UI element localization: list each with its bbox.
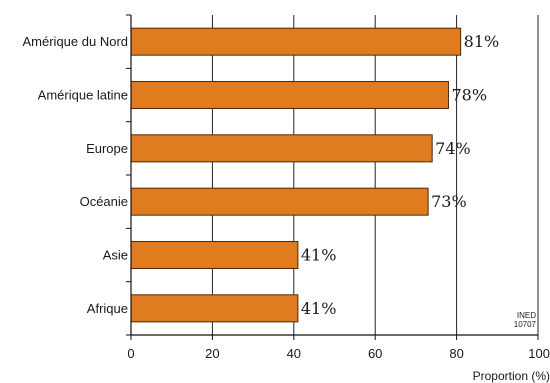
bar	[130, 27, 462, 56]
bars	[130, 27, 462, 323]
x-tick-label: 0	[127, 346, 134, 361]
value-label: 78%	[451, 86, 487, 105]
value-labels: 81% 78% 74% 73% 41% 41%	[301, 32, 499, 318]
x-tick-label: 60	[368, 346, 382, 361]
gridlines	[211, 15, 539, 335]
bar	[130, 81, 449, 109]
x-tick-label: 20	[205, 346, 219, 361]
bar	[130, 241, 299, 269]
x-tick-label: 100	[528, 346, 550, 361]
value-label: 41%	[301, 299, 337, 318]
category-label: Asie	[103, 248, 128, 263]
source-note-line1: INED	[517, 311, 536, 320]
x-tick-labels: 0 20 40 60 80 100	[127, 346, 550, 361]
category-label: Afrique	[87, 301, 128, 316]
category-label: Amérique du Nord	[23, 34, 129, 49]
value-label: 73%	[431, 192, 467, 211]
category-label: Océanie	[80, 194, 128, 209]
x-tick-label: 80	[449, 346, 463, 361]
value-label: 41%	[301, 246, 337, 265]
bar	[130, 294, 299, 323]
x-axis-title: Proportion (%)	[473, 369, 550, 383]
category-labels: Amérique du Nord Amérique latine Europe Océ…	[23, 34, 129, 316]
x-tick-label: 40	[287, 346, 301, 361]
value-label: 74%	[435, 139, 471, 158]
category-label: Europe	[86, 141, 128, 156]
bar	[130, 134, 433, 163]
axes	[126, 14, 539, 340]
value-label: 81%	[464, 32, 500, 51]
source-note-line2: 10707	[514, 320, 537, 329]
bar	[130, 187, 429, 216]
category-label: Amérique latine	[38, 88, 128, 103]
